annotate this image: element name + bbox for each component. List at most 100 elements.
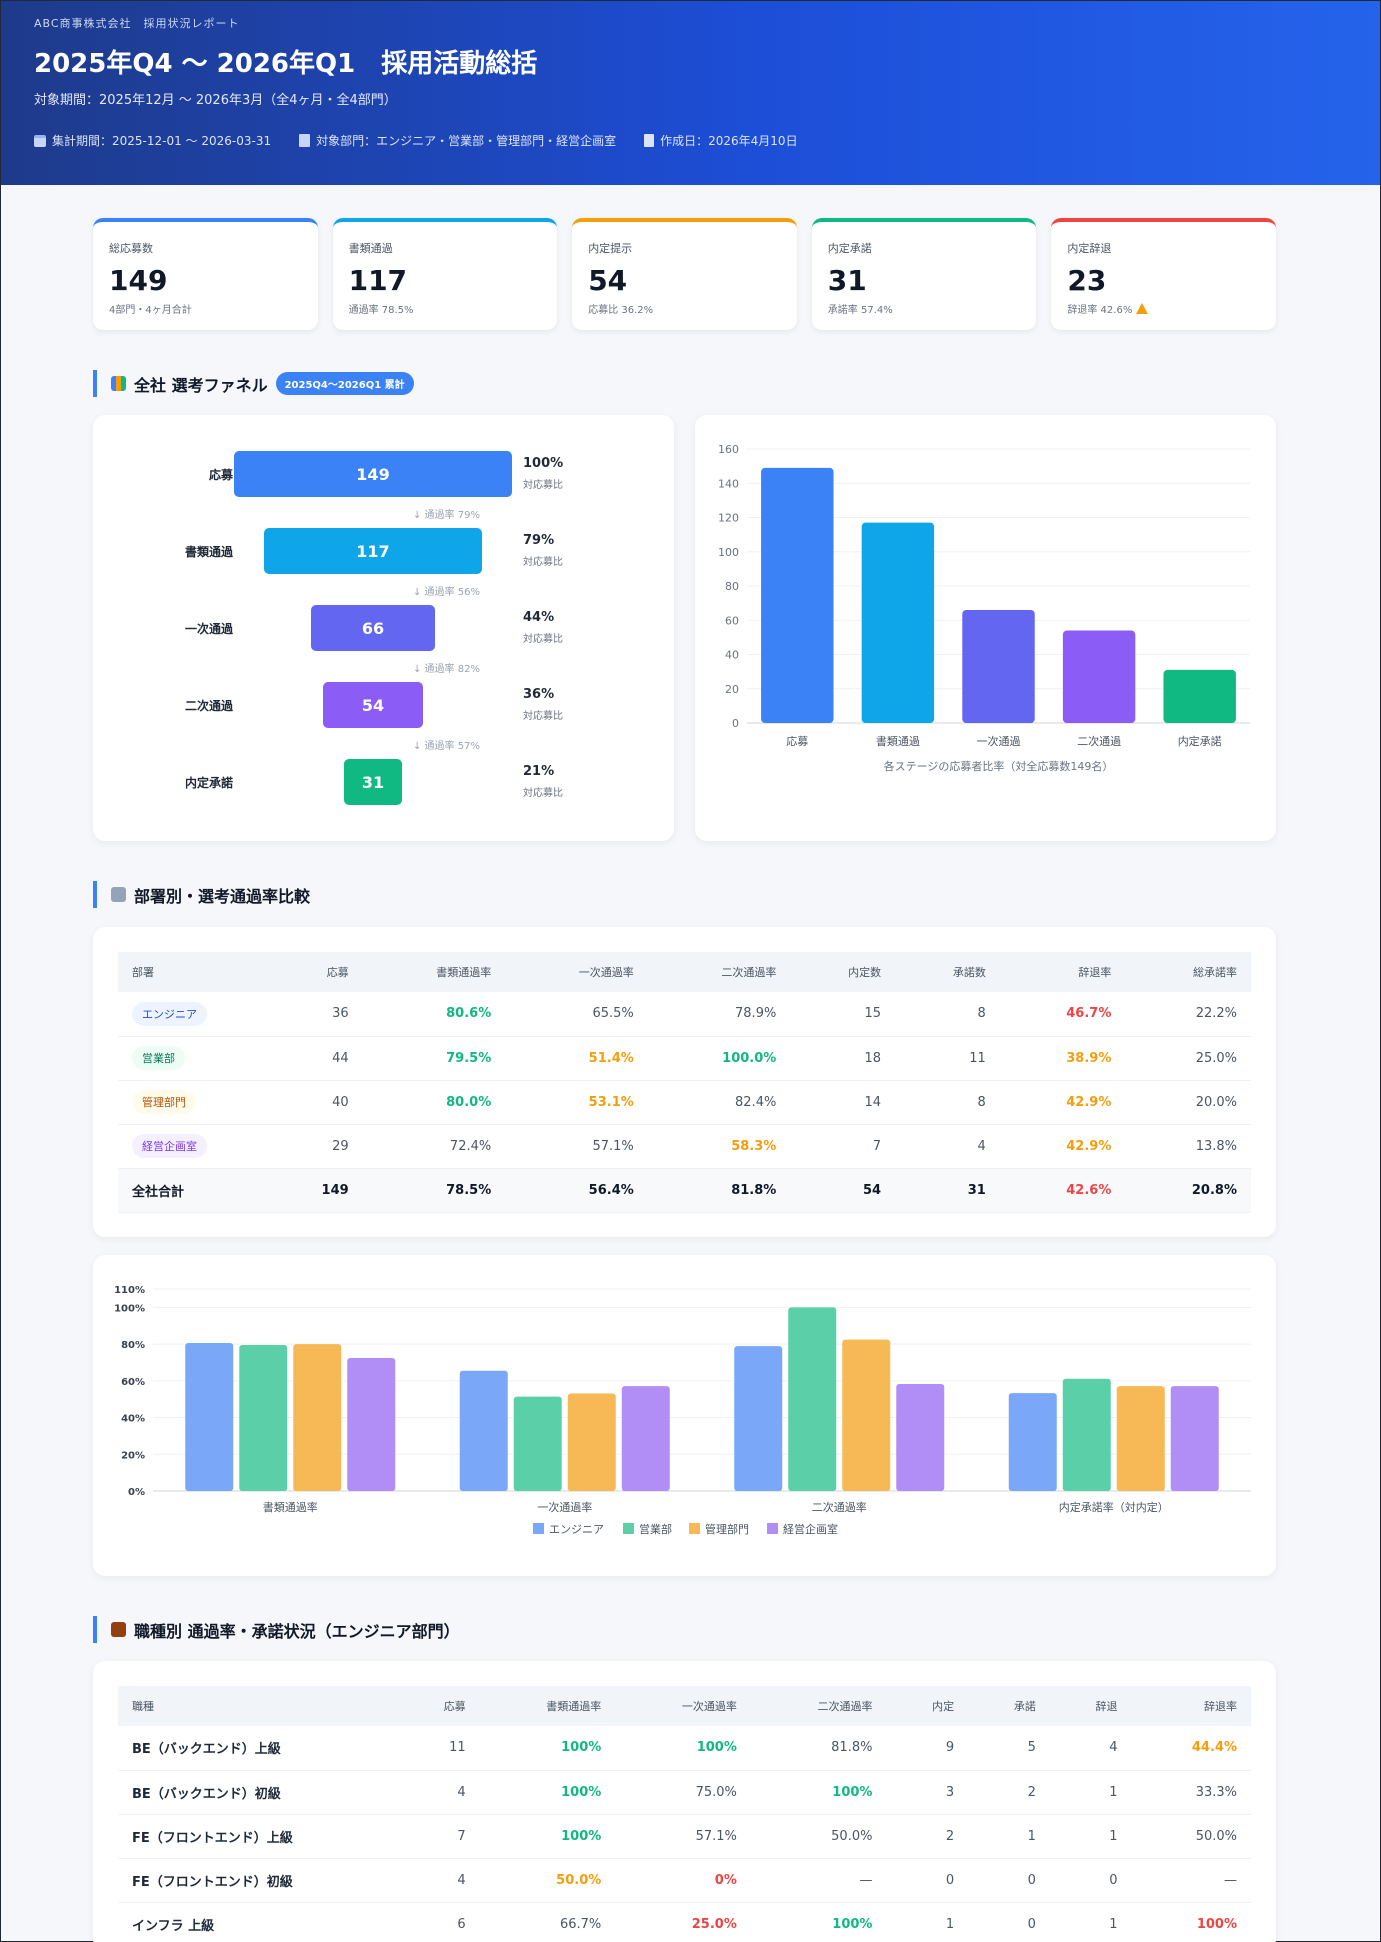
- cell-value: 72.4%: [449, 1138, 492, 1154]
- kpi-row: 総応募数 149 4部門・4ヶ月合計 書類通過 117 通過率 78.5% 内定…: [93, 218, 1276, 330]
- kpi-card-offers: 内定提示 54 応募比 36.2%: [572, 218, 797, 330]
- table-cell: 57.1%: [615, 1814, 751, 1859]
- funnel-bar: 149: [234, 451, 512, 497]
- cell-value: 42.9%: [1066, 1138, 1112, 1154]
- cell-value: 57.1%: [695, 1828, 737, 1844]
- cell-value: 50.0%: [556, 1872, 602, 1888]
- table-cell: 2: [886, 1814, 969, 1859]
- cell-value: 82.4%: [735, 1094, 777, 1110]
- bar-1: [861, 522, 935, 723]
- table-cell: BE（バックエンド）初級: [118, 1770, 398, 1815]
- table-cell: 46.7%: [999, 992, 1126, 1037]
- funnel-stage: 内定承諾 31 21% 対応募比: [93, 759, 674, 805]
- funnel-pct: 100% 対応募比: [523, 456, 563, 491]
- table-cell: 40: [268, 1080, 363, 1125]
- cell-value: 54: [862, 1182, 882, 1198]
- y-tick-label: 80%: [121, 1340, 145, 1351]
- cell-value: 20.0%: [1195, 1094, 1237, 1110]
- table-cell: 1: [968, 1814, 1050, 1859]
- funnel-pct-label: 対応募比: [523, 557, 563, 568]
- funnel-pct: 79% 対応募比: [523, 533, 563, 568]
- meta-bar: 集計期間：2025-12-01 〜 2026-03-31 対象部門：エンジニア・…: [34, 132, 798, 149]
- cell-value: 4: [1109, 1740, 1118, 1756]
- table-cell: 4: [1049, 1726, 1132, 1771]
- meta-departments: 対象部門：エンジニア・営業部・管理部門・経営企画室: [299, 132, 616, 149]
- cell-value: —: [1224, 1872, 1237, 1888]
- x-tick-label: 内定承諾: [1178, 734, 1222, 748]
- table-cell: 管理部門: [118, 1080, 268, 1125]
- meta-created-text: 作成日：2026年4月10日: [660, 134, 798, 148]
- funnel-conversion: ↓ 通過率 82%: [413, 664, 480, 675]
- column-header: 総承諾率: [1125, 952, 1251, 992]
- cell-value: 1: [1109, 1828, 1118, 1844]
- briefcase-icon: [111, 1622, 126, 1637]
- table-cell: 38.9%: [999, 1036, 1126, 1081]
- cell-value: 81.8%: [831, 1740, 873, 1756]
- cell-value: 20.8%: [1191, 1182, 1237, 1198]
- cell-value: 6: [457, 1916, 466, 1932]
- cell-value: 5: [1027, 1740, 1036, 1756]
- table-cell: 22.2%: [1125, 992, 1251, 1037]
- kpi-sub-text: 応募比 36.2%: [588, 305, 654, 316]
- table-cell: 42.6%: [999, 1167, 1126, 1213]
- y-tick-label: 160: [718, 443, 739, 456]
- cell-value: 15: [864, 1006, 882, 1022]
- table-cell: 82.4%: [647, 1080, 791, 1125]
- cell-value: 8: [977, 1006, 986, 1022]
- table-cell: 31: [895, 1167, 1000, 1213]
- bar-3-2: [1116, 1386, 1165, 1491]
- bar-4: [1163, 669, 1236, 723]
- column-header: 一次通過率: [505, 952, 648, 992]
- funnel-pct-value: 21%: [523, 764, 555, 779]
- cell-value: 100%: [832, 1784, 873, 1800]
- table-cell: 8: [895, 1080, 1000, 1125]
- table-cell: 80.6%: [362, 992, 506, 1037]
- stage-bar-chart-card: 0 20 40 60 80 100 120 140 160 応募 書類通過 一次通過 二次通過 内定承諾各…: [695, 415, 1276, 841]
- kpi-sub-text: 辞退率 42.6%: [1067, 305, 1133, 316]
- cell-value: 36: [332, 1006, 349, 1022]
- funnel-conversion: ↓ 通過率 57%: [413, 741, 480, 752]
- table-cell: 78.9%: [647, 992, 791, 1037]
- bar-2-0: [734, 1346, 783, 1491]
- cell-value: 42.6%: [1066, 1182, 1112, 1198]
- x-tick-label: 内定承諾率（対内定）: [1059, 1500, 1169, 1514]
- table-cell: 18: [790, 1036, 896, 1081]
- funnel-conversion: ↓ 通過率 79%: [413, 510, 480, 521]
- cell-value: 100%: [561, 1784, 602, 1800]
- cell-value: 78.9%: [735, 1006, 777, 1022]
- dept-table: 部署 応募 書類通過率 一次通過率 二次通過率 内定数 承諾数 辞退率 総承諾率 エンジニア 36…: [118, 952, 1251, 1213]
- cell-value: 0: [1027, 1872, 1036, 1888]
- dept-tag: 管理部門: [132, 1090, 196, 1114]
- funnel-chart: 応募 149 100% 対応募比 ↓ 通過率 79% 書類通過 117 79% 対応募比 ↓ 通過…: [93, 451, 674, 821]
- table-cell: 100%: [479, 1814, 616, 1859]
- table-cell: FE（フロントエンド）初級: [118, 1858, 398, 1903]
- legend-label: エンジニア: [549, 1523, 604, 1536]
- dept-table-body: エンジニア 36 80.6% 65.5% 78.9% 15 8 46.7% 22.2% 営業部 44…: [118, 992, 1251, 1213]
- section-title: 職種別 通過率・承諾状況（エンジニア部門）: [134, 1621, 460, 1641]
- column-header: 承諾: [968, 1686, 1050, 1726]
- table-cell: 42.9%: [999, 1080, 1126, 1125]
- meta-period-text: 集計期間：2025-12-01 〜 2026-03-31: [52, 134, 272, 148]
- column-header: 部署: [118, 952, 268, 992]
- cell-value: 1: [1109, 1916, 1118, 1932]
- dept-table-card: 部署 応募 書類通過率 一次通過率 二次通過率 内定数 承諾数 辞退率 総承諾率 エンジニア 36…: [93, 927, 1276, 1237]
- cell-value: 2: [1027, 1784, 1036, 1800]
- calendar-icon: [34, 134, 46, 147]
- cell-value: 149: [321, 1182, 349, 1198]
- cell-value: 0: [1027, 1916, 1036, 1932]
- cell-value: インフラ 上級: [132, 1918, 215, 1934]
- funnel-pct: 21% 対応募比: [523, 764, 563, 799]
- column-header: 二次通過率: [647, 952, 791, 992]
- dept-rate-chart-card: 0% 20% 40% 60% 80% 100% 110% 書類通過率 一次通過率 二次通過率 内定承…: [93, 1255, 1276, 1576]
- table-cell: エンジニア: [118, 992, 268, 1037]
- funnel-bar: 117: [263, 528, 483, 574]
- column-header: 辞退率: [999, 952, 1126, 992]
- legend-swatch: [623, 1523, 634, 1534]
- job-table: 職種 応募 書類通過率 一次通過率 二次通過率 内定 承諾 辞退 辞退率 BE（バックエンド）上…: [118, 1686, 1251, 1942]
- table-cell: 100%: [750, 1902, 887, 1942]
- y-tick-label: 60%: [121, 1377, 145, 1388]
- table-cell: 14: [790, 1080, 896, 1125]
- table-cell: 72.4%: [362, 1124, 506, 1169]
- table-cell: 100%: [1131, 1902, 1251, 1942]
- job-table-body: BE（バックエンド）上級 11 100% 100% 81.8% 9 5 4 44.4% BE（バッ…: [118, 1726, 1251, 1942]
